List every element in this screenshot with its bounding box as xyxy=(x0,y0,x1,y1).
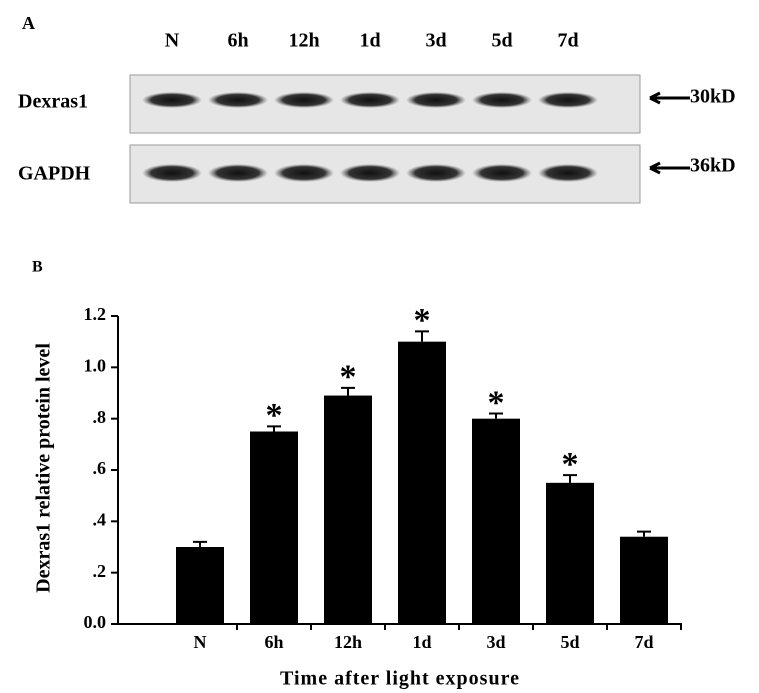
bar xyxy=(176,547,224,624)
blot-band xyxy=(406,164,466,182)
y-tick-label: .4 xyxy=(93,509,107,529)
lane-label: 3d xyxy=(425,30,446,52)
lane-label: 7d xyxy=(557,30,578,52)
row-label: Dexras1 xyxy=(18,91,88,113)
blot-band xyxy=(142,92,202,108)
significance-mark: * xyxy=(488,384,505,421)
bar xyxy=(250,431,298,624)
blot-band xyxy=(208,164,268,182)
error-bar xyxy=(489,412,503,419)
size-label: 30kD xyxy=(690,86,736,108)
bar xyxy=(620,536,668,624)
error-bar xyxy=(563,474,577,483)
y-tick-label: 1.0 xyxy=(84,355,107,375)
blot-band xyxy=(274,92,334,108)
lane-label: 12h xyxy=(288,30,319,52)
error-bar xyxy=(267,425,281,432)
significance-mark: * xyxy=(414,302,431,339)
error-bar xyxy=(193,540,207,547)
bar xyxy=(324,395,372,624)
row-label: GAPDH xyxy=(18,163,91,185)
y-tick-label: 0.0 xyxy=(84,612,107,632)
x-tick-label: N xyxy=(194,632,207,652)
bar xyxy=(472,418,520,624)
y-axis-title: Dexras1 relative protein level xyxy=(33,343,55,593)
y-tick-label: .6 xyxy=(93,458,107,478)
significance-mark: * xyxy=(340,359,357,396)
panel-label: A xyxy=(22,13,35,33)
y-tick-label: 1.2 xyxy=(84,304,107,324)
x-tick-label: 12h xyxy=(334,632,362,652)
significance-mark: * xyxy=(266,397,283,434)
panel-label: B xyxy=(32,259,43,276)
blot-band xyxy=(538,164,598,182)
x-axis-title: Time after light exposure xyxy=(280,668,520,690)
x-tick-label: 3d xyxy=(486,632,505,652)
size-label: 36kD xyxy=(690,155,736,177)
x-tick-label: 1d xyxy=(412,632,431,652)
x-tick-label: 5d xyxy=(560,632,579,652)
blot-band xyxy=(208,92,268,108)
x-tick-label: 7d xyxy=(634,632,653,652)
blot-band xyxy=(472,92,532,108)
error-bar xyxy=(637,530,651,537)
error-bar xyxy=(415,330,429,342)
lane-label: 1d xyxy=(359,30,380,52)
y-tick-label: .8 xyxy=(93,407,107,427)
x-tick-label: 6h xyxy=(264,632,283,652)
lane-label: 6h xyxy=(227,30,248,52)
error-bar xyxy=(341,386,355,396)
lane-label: N xyxy=(165,30,180,52)
blot-band xyxy=(142,164,202,182)
blot-band xyxy=(340,92,400,108)
y-tick-label: .2 xyxy=(93,561,107,581)
blot-band xyxy=(274,164,334,182)
blot-band xyxy=(538,92,598,108)
blot-band xyxy=(472,164,532,182)
blot-band xyxy=(340,164,400,182)
bar xyxy=(546,482,594,624)
significance-mark: * xyxy=(562,446,579,483)
blot-band xyxy=(406,92,466,108)
lane-label: 5d xyxy=(491,30,512,52)
arrow xyxy=(649,91,690,105)
bar xyxy=(398,341,446,624)
arrow xyxy=(649,161,690,175)
